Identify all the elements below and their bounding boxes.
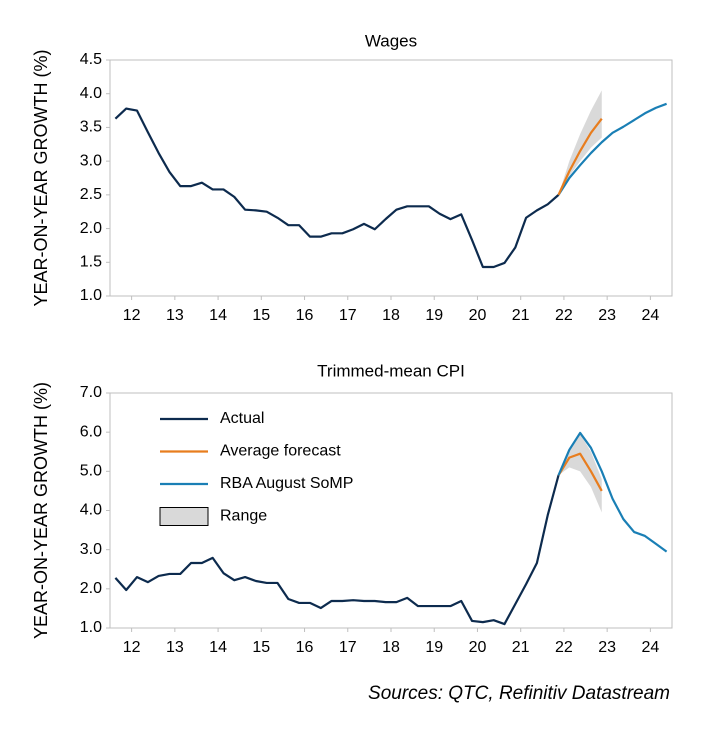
legend-label: RBA August SoMP [220,475,353,492]
x-tick-label: 14 [209,307,227,324]
data-line [557,452,603,492]
x-tick-label: 15 [252,639,270,656]
x-tick-label: 16 [296,639,314,656]
x-tick-label: 24 [641,639,659,656]
legend-swatch [159,507,209,526]
x-tick-label: 22 [555,307,573,324]
y-tick-label: 3.0 [80,541,102,558]
y-tick-label: 5.0 [80,463,102,480]
y-tick-label: 3.0 [80,152,102,169]
x-tick-label: 15 [252,307,270,324]
x-tick-label: 24 [641,307,659,324]
series-group [557,431,668,553]
range-area [558,90,602,195]
x-tick-label: 23 [598,639,616,656]
series-group [557,452,603,492]
x-tick-label: 21 [512,639,530,656]
y-tick-label: 2.0 [80,220,102,237]
legend-label: Average forecast [220,443,341,460]
data-line [557,117,603,196]
legend: Actual Average forecast RBA August SoMP Ran… [159,410,353,526]
x-tick-label: 18 [382,307,400,324]
chart-title: Wages [365,31,417,50]
x-tick-label: 19 [425,307,443,324]
x-tick-label: 13 [166,307,184,324]
x-tick-label: 12 [123,307,141,324]
x-tick-label: 23 [598,307,616,324]
y-tick-label: 7.0 [80,384,102,401]
y-tick-label: 3.5 [80,119,102,136]
range-area [558,434,602,513]
series-group [557,102,667,196]
y-tick-label: 4.5 [80,51,102,68]
x-tick-label: 17 [339,639,357,656]
y-tick-label: 1.0 [80,619,102,636]
series-group [114,474,560,626]
y-axis-label: YEAR-ON-YEAR GROWTH (%) [31,382,51,639]
data-line [114,107,560,269]
y-tick-label: 1.5 [80,254,102,271]
x-tick-label: 21 [512,307,530,324]
plot-frame [109,59,673,297]
y-axis-label: YEAR-ON-YEAR GROWTH (%) [31,49,51,306]
x-tick-label: 20 [469,307,487,324]
data-line [557,102,667,196]
y-tick-label: 4.0 [80,502,102,519]
x-tick-label: 14 [209,639,227,656]
chart-title: Trimmed-mean CPI [317,361,465,380]
x-tick-label: 16 [296,307,314,324]
data-line [114,474,560,626]
legend-label: Actual [220,410,264,427]
x-tick-label: 18 [382,639,400,656]
x-tick-label: 19 [425,639,443,656]
x-tick-label: 22 [555,639,573,656]
series-group [557,117,603,196]
x-tick-label: 17 [339,307,357,324]
series-group [114,107,560,269]
x-tick-label: 13 [166,639,184,656]
source-note: Sources: QTC, Refinitiv Datastream [368,683,670,704]
y-tick-label: 2.0 [80,580,102,597]
y-tick-label: 6.0 [80,423,102,440]
legend-label: Range [220,508,267,525]
y-tick-label: 1.0 [80,287,102,304]
x-tick-label: 20 [469,639,487,656]
data-line [557,431,668,553]
y-tick-label: 2.5 [80,186,102,203]
y-tick-label: 4.0 [80,85,102,102]
x-tick-label: 12 [123,639,141,656]
